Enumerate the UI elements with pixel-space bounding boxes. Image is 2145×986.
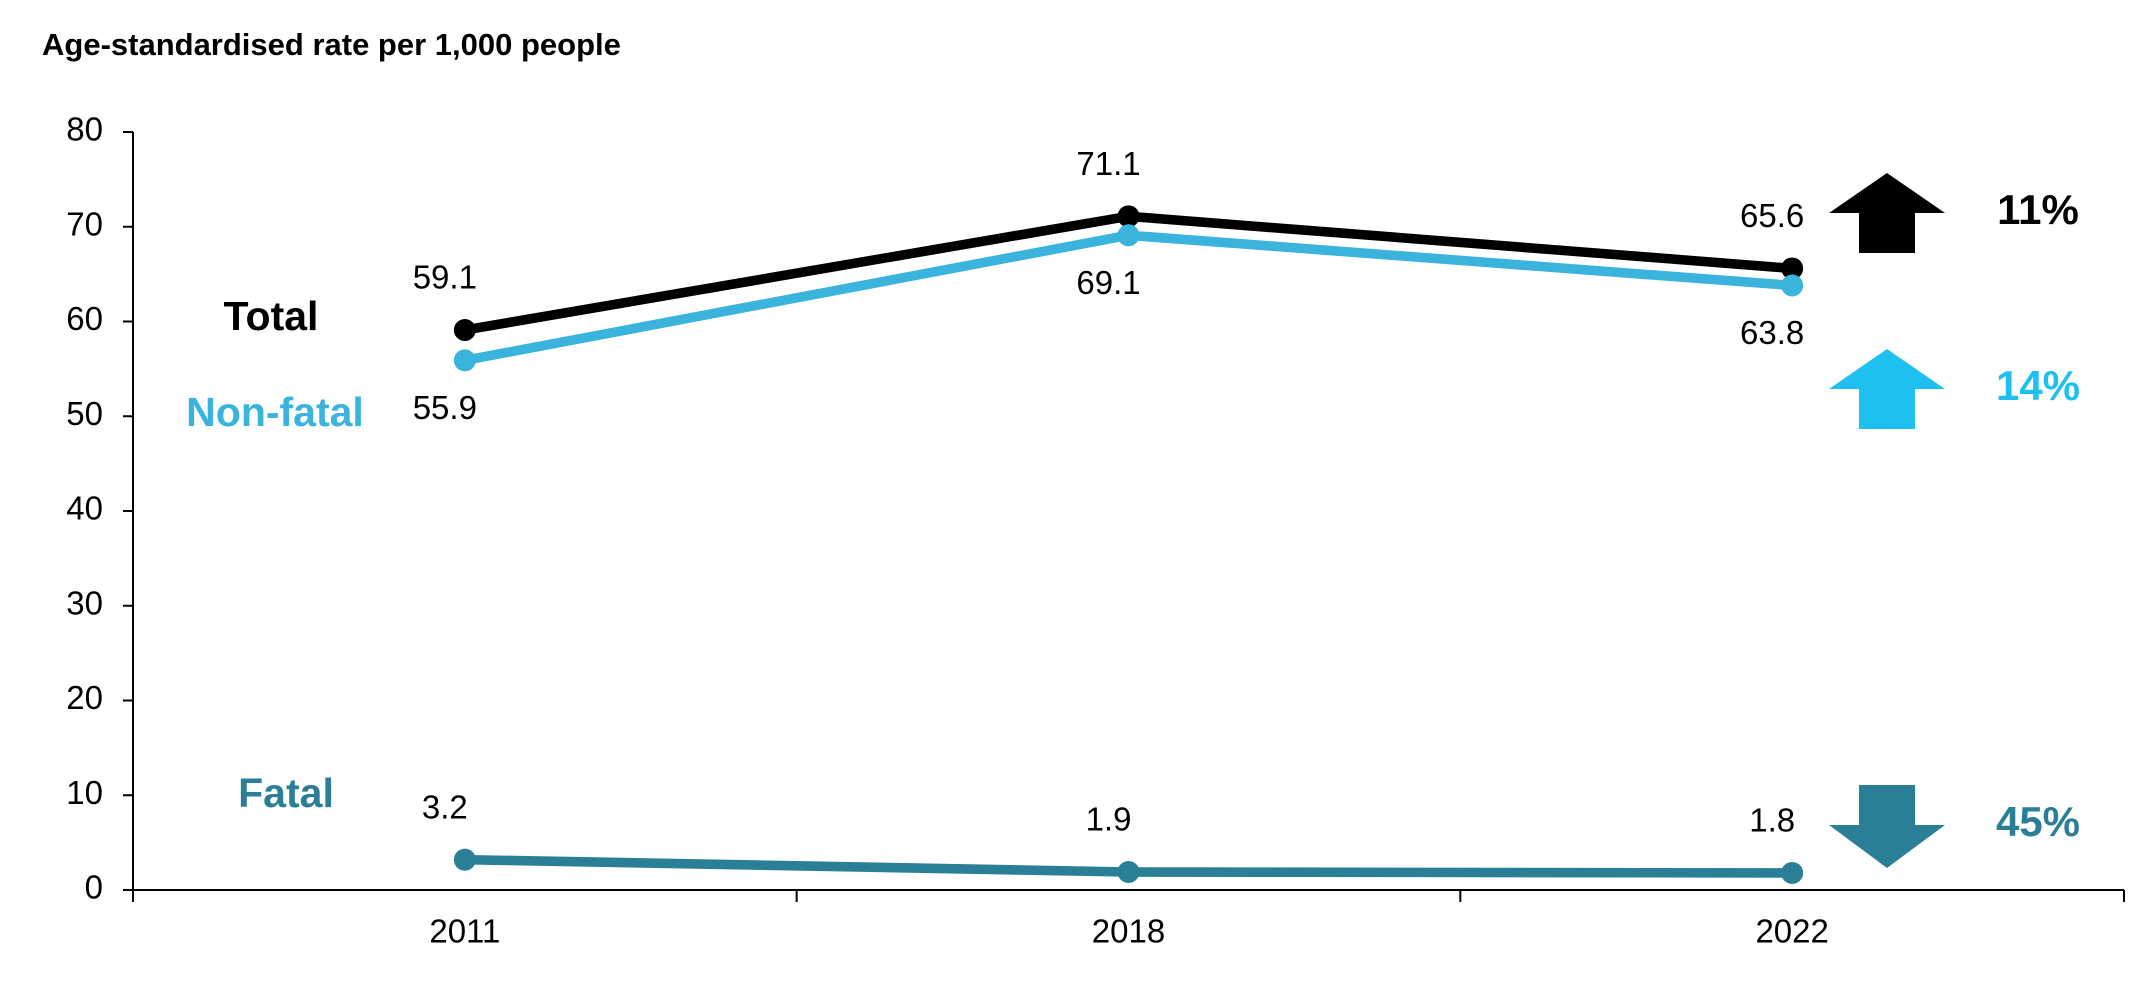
data-label: 55.9 xyxy=(413,389,477,426)
change-arrow xyxy=(1829,785,1945,868)
marker xyxy=(453,319,476,342)
data-label: 1.8 xyxy=(1749,802,1795,839)
marker xyxy=(1117,224,1140,247)
marker xyxy=(1117,205,1140,228)
marker xyxy=(1781,257,1804,280)
change-label: 45% xyxy=(1996,798,2080,845)
marker xyxy=(453,848,476,871)
series-label: Fatal xyxy=(238,770,334,816)
data-label: 65.6 xyxy=(1740,197,1804,234)
change-label: 11% xyxy=(1997,186,2079,233)
y-tick-label: 70 xyxy=(66,205,103,242)
marker xyxy=(1781,861,1804,884)
y-tick-label: 80 xyxy=(66,111,103,148)
x-tick-label: 2022 xyxy=(1755,913,1828,950)
marker xyxy=(453,349,476,372)
data-label: 69.1 xyxy=(1076,264,1140,301)
data-label: 1.9 xyxy=(1086,801,1132,838)
y-tick-label: 0 xyxy=(85,869,103,906)
x-tick-label: 2018 xyxy=(1092,913,1165,950)
data-label: 63.8 xyxy=(1740,314,1804,351)
data-label: 3.2 xyxy=(422,788,468,825)
change-arrow xyxy=(1829,349,1945,429)
marker xyxy=(1117,860,1140,883)
marker xyxy=(1781,274,1804,297)
x-tick-label: 2011 xyxy=(429,913,500,950)
change-arrow xyxy=(1829,173,1945,253)
y-tick-label: 40 xyxy=(66,490,103,527)
change-label: 14% xyxy=(1996,362,2080,409)
y-tick-label: 30 xyxy=(66,584,103,621)
y-tick-label: 50 xyxy=(66,395,103,432)
y-tick-label: 20 xyxy=(66,679,103,716)
data-label: 59.1 xyxy=(413,259,477,296)
series-label: Total xyxy=(224,293,319,339)
y-tick-label: 10 xyxy=(66,774,103,811)
y-tick-label: 60 xyxy=(66,300,103,337)
data-label: 71.1 xyxy=(1076,145,1140,182)
series-label: Non-fatal xyxy=(186,389,364,435)
chart-title: Age-standardised rate per 1,000 people xyxy=(42,27,621,62)
